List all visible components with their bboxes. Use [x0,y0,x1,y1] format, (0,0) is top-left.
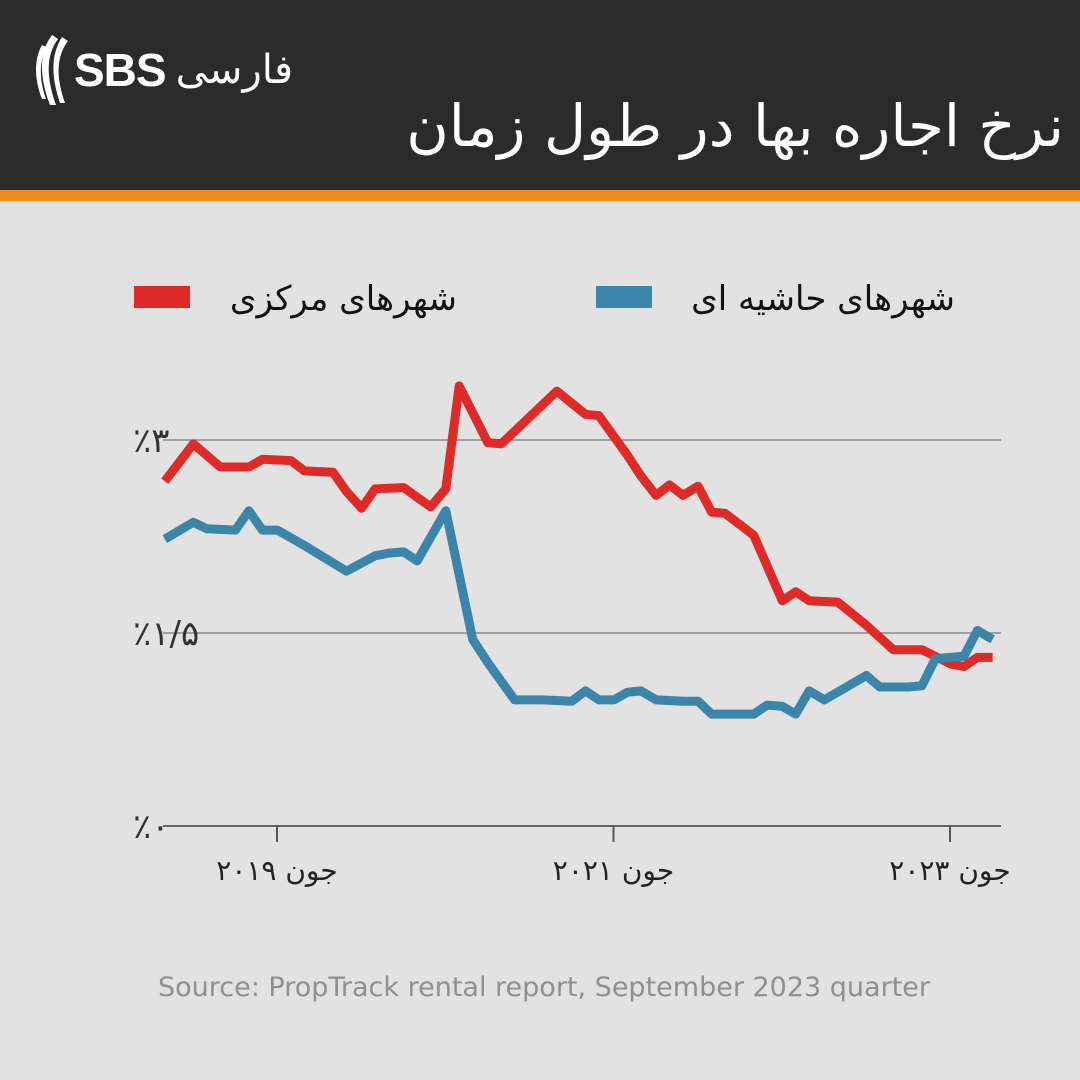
header-bar [0,0,1080,190]
y-tick-label: ٪۰ [133,807,170,847]
source-note: Source: PropTrack rental report, Septemb… [157,972,930,1003]
series-line-suburban [162,506,995,719]
series-line-central [161,381,993,671]
legend-item-suburban-label: شهرهای حاشیه ای [691,279,955,319]
legend-item-suburban-swatch [596,286,652,308]
sbs-wave-icon [36,35,68,105]
logo-sbs-text: SBS [74,44,167,96]
y-tick-label: ٪۱/۵ [133,614,199,654]
legend: شهرهای حاشیه ای شهرهای مرکزی [134,279,955,319]
legend-item-central-label: شهرهای مرکزی [230,279,457,319]
grid-lines [163,439,1001,634]
series-lines [161,381,995,719]
x-tick-label: جون ۲۰۲۱ [553,854,674,887]
accent-divider [0,190,1080,201]
logo-farsi-text: فارسی [175,47,294,93]
x-tick-label: جون ۲۰۲۳ [889,854,1010,887]
sbs-farsi-logo: SBS فارسی [34,30,293,110]
x-tick-label: جون ۲۰۱۹ [216,854,337,887]
page-title: نرخ اجاره بها در طول زمان [406,92,1064,160]
tick-labels: ٪۰ ٪۱/۵ ٪۳ جون ۲۰۱۹ جون ۲۰۲۱ جون ۲۰۲۳ [133,421,1011,887]
x-axis [163,825,1001,842]
legend-item-central-swatch [134,286,190,308]
y-tick-label: ٪۳ [133,421,170,461]
